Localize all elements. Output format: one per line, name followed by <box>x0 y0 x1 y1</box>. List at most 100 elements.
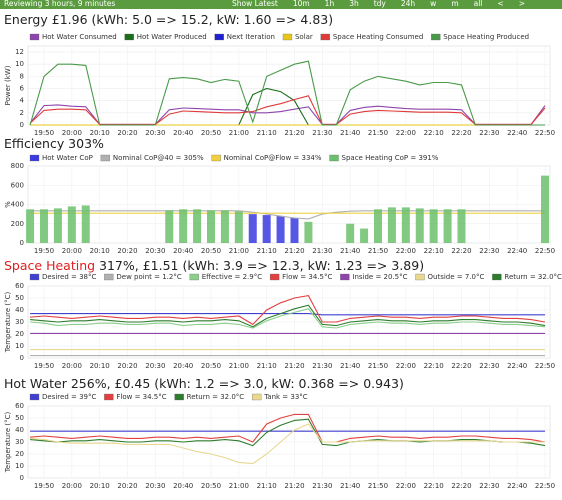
x-tick-label: 20:00 <box>62 482 82 490</box>
legend-swatch <box>29 273 40 281</box>
x-tick-label: 20:50 <box>201 129 221 137</box>
bar <box>262 215 271 243</box>
y-tick-label: 30 <box>15 318 24 326</box>
y-tick-label: 10 <box>15 462 24 470</box>
bar <box>81 205 90 243</box>
legend-swatch <box>320 33 330 41</box>
legend-label[interactable]: Hot Water Consumed <box>42 33 117 41</box>
toolbar-button[interactable]: 1h <box>325 0 335 8</box>
toolbar-button[interactable]: Show Latest <box>232 0 278 8</box>
legend-label[interactable]: Dew point = 1.2°C <box>116 273 181 281</box>
toolbar-button[interactable]: w <box>430 0 436 8</box>
x-tick-label: 20:40 <box>173 129 193 137</box>
legend-label[interactable]: Desired = 39°C <box>42 393 96 401</box>
y-tick-label: 0 <box>20 474 24 482</box>
x-tick-label: 22:50 <box>535 247 555 255</box>
legend-label[interactable]: Next Iteration <box>227 33 275 41</box>
bar <box>415 208 424 243</box>
y-tick-label: 40 <box>15 426 24 434</box>
legend-label[interactable]: Nominal CoP@Flow = 334% <box>224 154 322 162</box>
title-text: Hot Water 256%, £0.45 (kWh: 1.2 => 3.0, … <box>4 376 404 391</box>
legend-swatch <box>252 393 262 401</box>
x-tick-label: 20:00 <box>62 362 82 370</box>
toolbar-button[interactable]: < <box>497 0 503 8</box>
series-line <box>30 418 546 447</box>
chart-title: Hot Water 256%, £0.45 (kWh: 1.2 => 3.0, … <box>4 376 404 391</box>
toolbar-button[interactable]: > <box>519 0 525 8</box>
y-tick-label: 0 <box>20 239 24 247</box>
legend-label[interactable]: Flow = 34.5°C <box>282 273 332 281</box>
bar <box>26 209 35 243</box>
legend-label[interactable]: Solar <box>295 33 313 41</box>
x-tick-label: 20:20 <box>117 482 137 490</box>
bar <box>346 223 355 243</box>
x-tick-label: 22:10 <box>424 247 444 255</box>
x-tick-label: 20:50 <box>201 362 221 370</box>
x-tick-label: 22:00 <box>396 362 416 370</box>
legend-label[interactable]: Flow = 34.5°C <box>116 393 166 401</box>
bar <box>207 210 215 243</box>
x-tick-label: 22:40 <box>507 362 527 370</box>
chart-title: Efficiency 303% <box>4 136 104 151</box>
x-tick-label: 22:20 <box>451 482 471 490</box>
y-axis-label: Temperature (°C) <box>4 412 12 474</box>
y-axis-label: Temperature (°C) <box>4 292 12 354</box>
legend-swatch <box>269 273 280 281</box>
legend-swatch <box>124 33 134 41</box>
series-line <box>30 413 546 443</box>
legend-label[interactable]: Nominal CoP@40 = 305% <box>113 154 204 162</box>
x-tick-label: 22:40 <box>507 247 527 255</box>
y-tick-label: 12 <box>15 48 24 56</box>
legend-label[interactable]: Hot Water CoP <box>42 154 93 162</box>
legend-label[interactable]: Space Heating Produced <box>443 33 529 41</box>
bar <box>429 209 438 243</box>
toolbar-button[interactable]: 3h <box>349 0 359 8</box>
toolbar-button[interactable]: m <box>451 0 458 8</box>
legend-label[interactable]: Return = 32.0°C <box>187 393 245 401</box>
x-tick-label: 19:50 <box>34 129 54 137</box>
x-tick-label: 20:00 <box>62 129 82 137</box>
legend-label[interactable]: Space Heating CoP = 391% <box>342 154 439 162</box>
toolbar-button[interactable]: 24h <box>401 0 416 8</box>
toolbar-button[interactable]: all <box>474 0 483 8</box>
legend-label[interactable]: Space Heating Consumed <box>333 33 423 41</box>
legend-label[interactable]: Desired = 38°C <box>42 273 96 281</box>
legend-swatch <box>329 154 339 162</box>
legend-swatch <box>211 154 221 162</box>
x-tick-label: 22:50 <box>535 129 555 137</box>
legend-label[interactable]: Return = 32.0°C <box>504 273 562 281</box>
x-tick-label: 21:00 <box>229 482 249 490</box>
x-tick-label: 20:30 <box>145 247 165 255</box>
x-tick-label: 19:50 <box>34 247 54 255</box>
legend-label[interactable]: Inside = 20.5°C <box>352 273 407 281</box>
legend-label[interactable]: Effective = 2.9°C <box>202 273 262 281</box>
bar <box>40 209 48 243</box>
bar <box>360 228 369 243</box>
series-line <box>29 95 546 125</box>
y-tick-label: 10 <box>15 342 24 350</box>
legend-label[interactable]: Hot Water Produced <box>137 33 207 41</box>
x-tick-label: 19:50 <box>34 482 54 490</box>
legend-label[interactable]: Outside = 7.0°C <box>428 273 485 281</box>
legend-swatch <box>282 33 293 41</box>
x-tick-label: 20:30 <box>145 129 165 137</box>
bar <box>290 217 299 243</box>
bar <box>541 175 549 243</box>
y-tick-label: 50 <box>15 294 24 302</box>
x-tick-label: 22:50 <box>535 482 555 490</box>
y-tick-label: 0 <box>20 354 24 362</box>
x-tick-label: 22:40 <box>507 129 527 137</box>
legend-swatch <box>104 273 114 281</box>
bar <box>387 207 396 243</box>
toolbar-button[interactable]: 10m <box>293 0 310 8</box>
toolbar-button[interactable]: tdy <box>374 0 387 8</box>
y-tick-label: 200 <box>11 220 24 228</box>
x-tick-label: 19:50 <box>34 362 54 370</box>
y-tick-label: 50 <box>15 414 24 422</box>
y-tick-label: 600 <box>11 181 24 189</box>
y-tick-label: 0 <box>20 121 24 129</box>
legend-label[interactable]: Tank = 33°C <box>263 393 308 401</box>
x-tick-label: 22:10 <box>424 129 444 137</box>
x-tick-label: 21:10 <box>257 247 277 255</box>
legend-swatch <box>214 33 224 41</box>
